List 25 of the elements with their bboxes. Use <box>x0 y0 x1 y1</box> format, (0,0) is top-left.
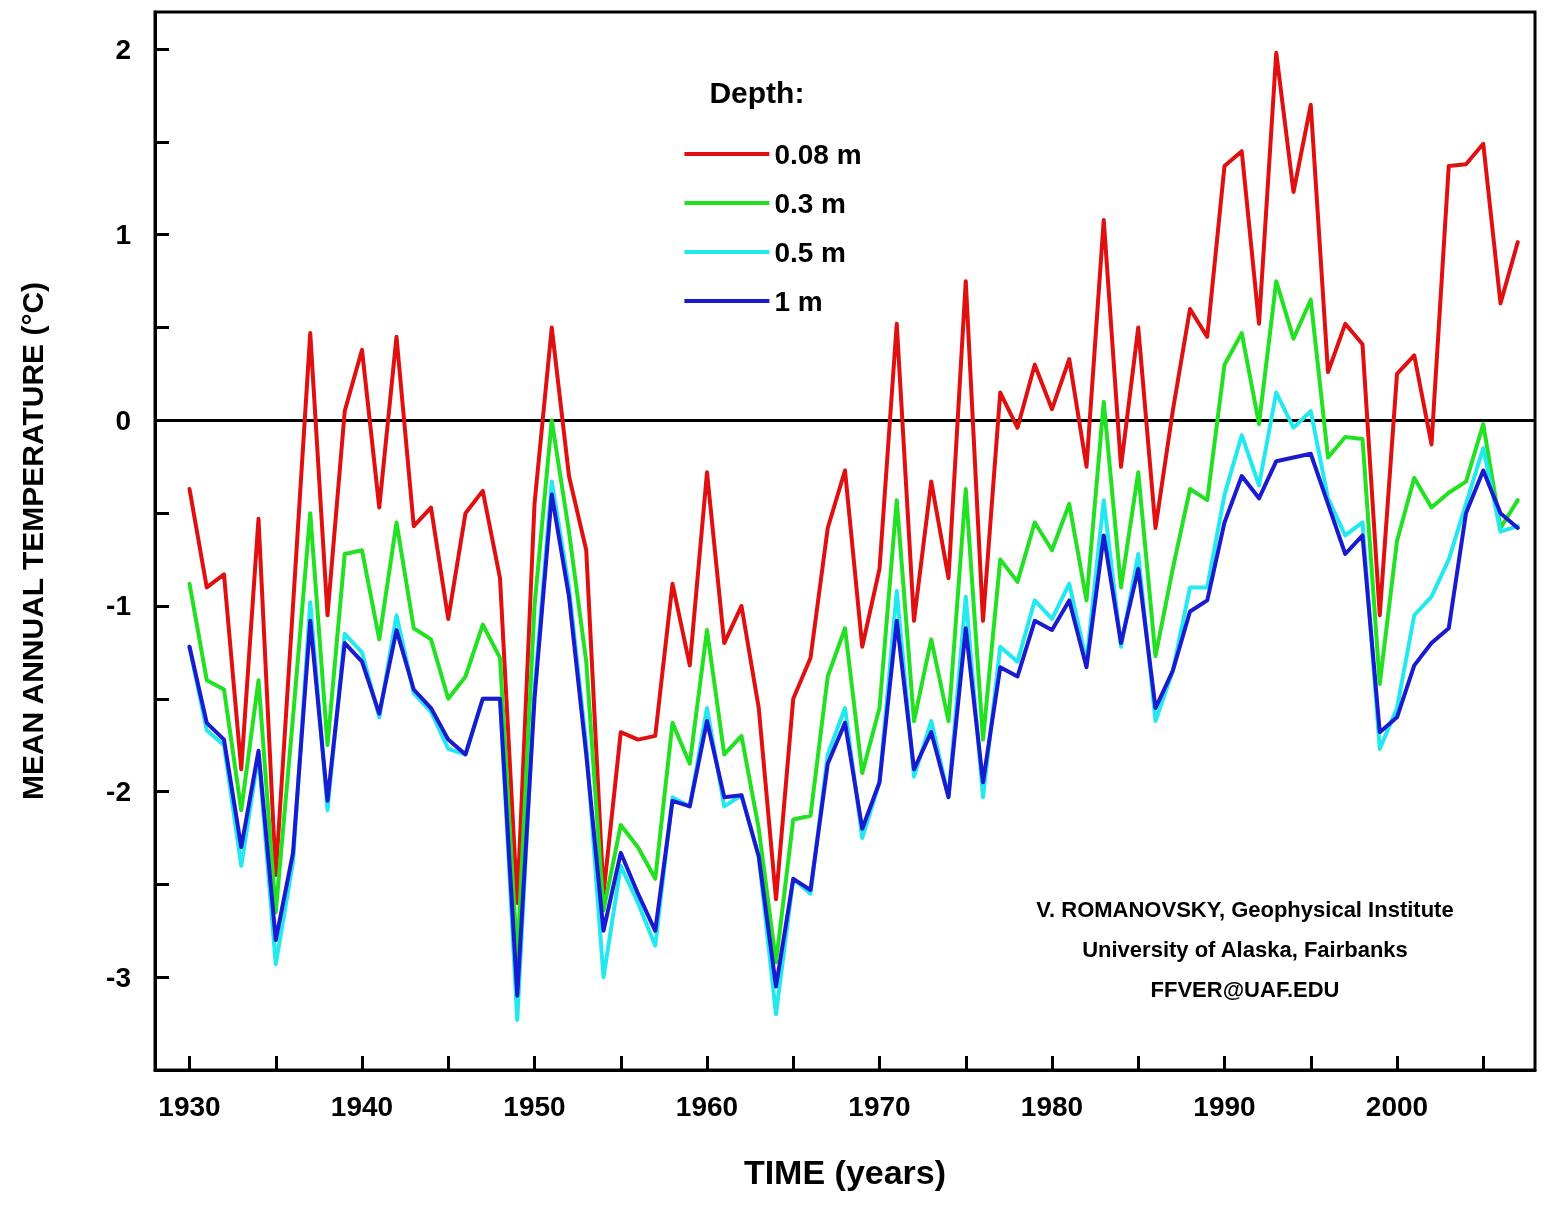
annotation: University of Alaska, Fairbanks <box>1082 936 1408 962</box>
y-tick-label: 1 <box>115 219 131 251</box>
x-tick-label: 1970 <box>848 1090 911 1122</box>
x-tick-label: 1990 <box>1193 1090 1256 1122</box>
annotation: FFVER@UAF.EDU <box>1150 976 1340 1002</box>
x-tick-label: 1930 <box>158 1090 221 1122</box>
y-tick-label: -2 <box>106 776 131 808</box>
legend-label: 0.08 m <box>774 138 862 170</box>
x-tick-label: 1950 <box>503 1090 566 1122</box>
y-tick-label: -3 <box>106 961 131 993</box>
legend-label: 0.3 m <box>774 187 847 219</box>
line-series <box>187 279 1520 965</box>
legend-title: Depth: <box>709 75 805 109</box>
y-tick-label: 0 <box>115 404 131 436</box>
annotation: V. ROMANOVSKY, Geophysical Institute <box>1036 896 1454 922</box>
x-tick-label: 2000 <box>1365 1090 1429 1122</box>
legend-label: 0.5 m <box>774 236 847 268</box>
y-tick-label: 2 <box>115 33 131 65</box>
y-tick-label: -1 <box>106 590 131 622</box>
x-tick-label: 1940 <box>330 1090 394 1122</box>
x-tick-label: 1980 <box>1020 1090 1084 1122</box>
x-tick-label: 1960 <box>675 1090 739 1122</box>
y-axis-title: MEAN ANNUAL TEMPERATURE (°C) <box>15 281 49 801</box>
legend-label: 1 m <box>774 285 823 317</box>
x-axis-title: TIME (years) <box>743 1153 947 1191</box>
